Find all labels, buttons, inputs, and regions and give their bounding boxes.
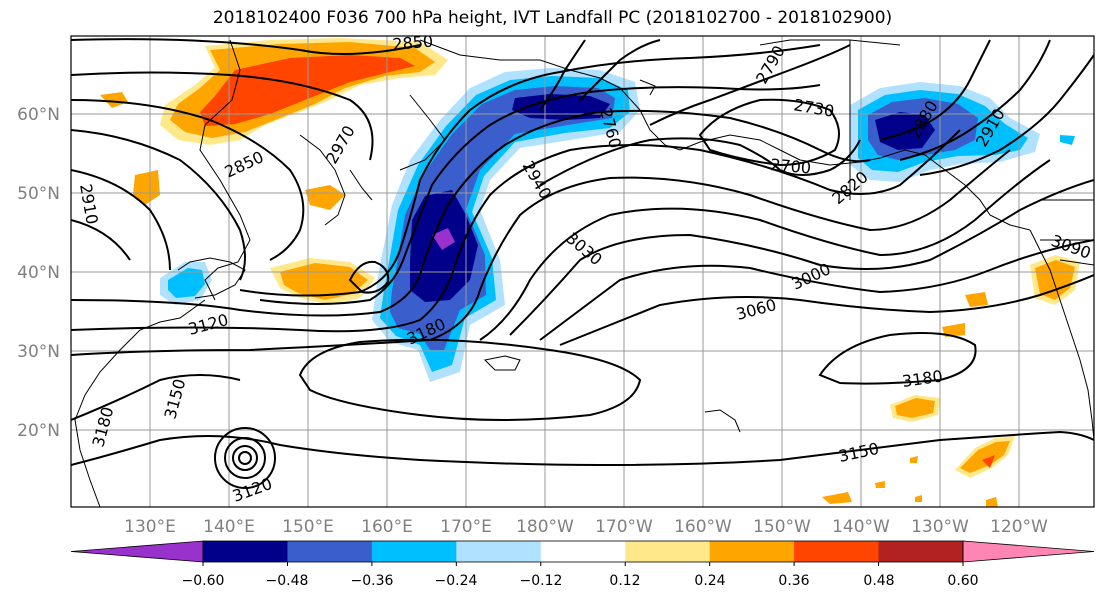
colorbar-border — [202, 540, 964, 563]
lat-label: 30°N — [17, 342, 60, 362]
colorbar-tick-label: 0.60 — [947, 573, 978, 589]
colorbar-bin — [709, 541, 795, 562]
lon-label: 150°E — [282, 517, 334, 537]
graticule — [71, 36, 1094, 507]
colorbar-tick-label: 0.24 — [694, 573, 725, 589]
contour-label: 2700 — [770, 155, 812, 177]
colorbar-tick-label: 0.36 — [778, 573, 809, 589]
colorbar-bin — [371, 541, 457, 562]
colorbar-bin — [287, 541, 373, 562]
coastlines — [74, 39, 1094, 507]
map-frame — [70, 35, 1095, 508]
colorbar-tick-label: −0.24 — [435, 573, 478, 589]
colorbar-ticks: −0.60 −0.48 −0.36 −0.24 −0.12 0.12 0.24 … — [182, 573, 979, 589]
colorbar-bin — [794, 541, 880, 562]
lon-label: 140°W — [832, 517, 890, 537]
colorbar-tick-label: −0.48 — [266, 573, 309, 589]
latitude-axis: 60°N 50°N 40°N 30°N 20°N — [17, 105, 60, 441]
lon-label: 170°W — [595, 517, 653, 537]
colorbar-bin — [540, 541, 626, 562]
lon-label: 130°E — [124, 517, 176, 537]
colorbar-bin — [878, 541, 964, 562]
lon-label: 120°W — [990, 517, 1048, 537]
colorbar-tick-label: −0.12 — [520, 573, 563, 589]
colorbar-tick-label: 0.12 — [609, 573, 640, 589]
colorbar — [70, 540, 1095, 566]
height-contours — [71, 38, 1094, 489]
colorbar-tick-label: −0.60 — [182, 573, 225, 589]
lon-label: 160°E — [361, 517, 413, 537]
colorbar-bin — [203, 541, 288, 562]
map-title: 2018102400 F036 700 hPa height, IVT Land… — [212, 8, 893, 28]
lon-label: 140°E — [203, 517, 255, 537]
lat-label: 50°N — [17, 184, 60, 204]
colorbar-tick-label: −0.36 — [351, 573, 394, 589]
lat-label: 20°N — [17, 421, 60, 441]
lon-label: 170°E — [440, 517, 492, 537]
lon-label: 150°W — [753, 517, 811, 537]
colorbar-extension-high — [962, 540, 1095, 563]
lon-label: 160°W — [674, 517, 732, 537]
colorbar-bin — [625, 541, 711, 562]
lat-label: 40°N — [17, 263, 60, 283]
colorbar-bin — [456, 541, 542, 562]
lat-label: 60°N — [17, 105, 60, 125]
colorbar-extension-low — [70, 540, 204, 563]
longitude-axis: 130°E 140°E 150°E 160°E 170°E 180°W 170°… — [124, 517, 1048, 537]
lon-label: 130°W — [911, 517, 969, 537]
contour-label: 2850 — [392, 32, 434, 54]
colorbar-tick-label: 0.48 — [863, 573, 894, 589]
lon-label: 180°W — [516, 517, 574, 537]
